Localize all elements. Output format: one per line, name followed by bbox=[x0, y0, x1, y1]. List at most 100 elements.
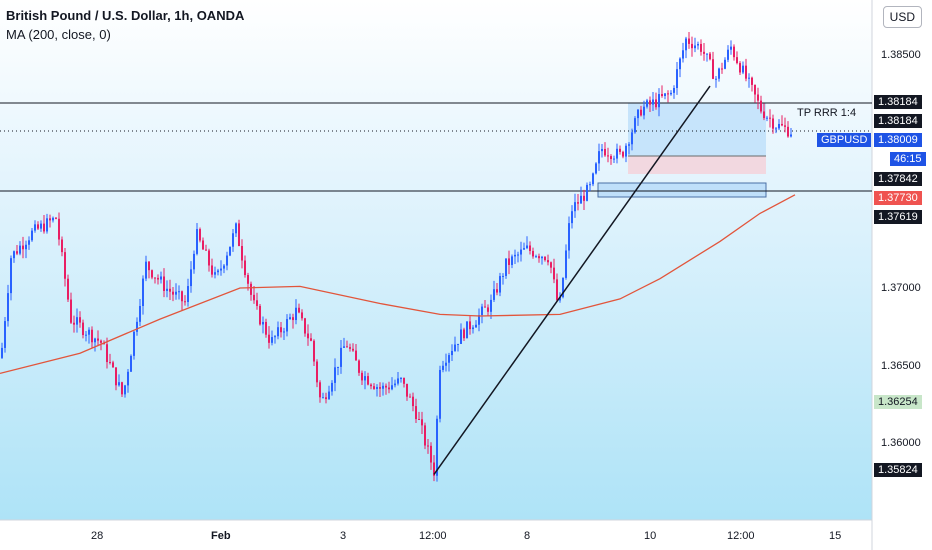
candle-body bbox=[511, 256, 513, 265]
candle-body bbox=[253, 294, 255, 301]
moving-average-line bbox=[0, 194, 796, 375]
candle-body bbox=[532, 250, 534, 257]
time-label: 8 bbox=[524, 530, 531, 542]
candle-body bbox=[472, 327, 474, 330]
candle-body bbox=[385, 385, 387, 388]
candle-body bbox=[115, 367, 117, 386]
candle-body bbox=[514, 254, 516, 257]
candle-body bbox=[193, 253, 195, 270]
candle-body bbox=[415, 406, 417, 420]
candle-body bbox=[517, 254, 519, 256]
candle-body bbox=[34, 224, 36, 231]
candle-body bbox=[715, 78, 717, 80]
candle-body bbox=[265, 321, 267, 335]
candle-body bbox=[709, 53, 711, 60]
candle-body bbox=[496, 289, 498, 293]
candle-body bbox=[544, 256, 546, 261]
candle-body bbox=[139, 306, 141, 322]
currency-button[interactable]: USD bbox=[882, 6, 922, 28]
candle-body bbox=[4, 321, 6, 348]
candle-body bbox=[217, 270, 219, 273]
candle-body bbox=[703, 51, 705, 54]
candle-body bbox=[346, 346, 348, 348]
tp-annotation[interactable]: TP RRR 1:4 bbox=[797, 107, 857, 119]
candle-body bbox=[760, 100, 762, 112]
candle-body bbox=[589, 184, 591, 186]
candle-body bbox=[325, 397, 327, 400]
candle-body bbox=[676, 69, 678, 88]
candle-body bbox=[520, 249, 522, 255]
time-label: 10 bbox=[644, 530, 657, 542]
candle-body bbox=[136, 321, 138, 332]
trend-line[interactable] bbox=[433, 85, 711, 475]
candle-body bbox=[649, 100, 651, 105]
candle-body bbox=[580, 195, 582, 204]
candle-body bbox=[721, 68, 723, 70]
candle-body bbox=[91, 329, 93, 343]
candle-body bbox=[151, 270, 153, 278]
support-price-tag: 1.37619 bbox=[874, 210, 922, 224]
candle-body bbox=[262, 321, 264, 325]
chart-title: British Pound / U.S. Dollar, 1h, OANDA bbox=[6, 8, 245, 23]
candle-body bbox=[538, 256, 540, 259]
candle-body bbox=[652, 99, 654, 105]
candle-body bbox=[382, 385, 384, 389]
candle-body bbox=[754, 84, 756, 95]
candle-body bbox=[682, 50, 684, 59]
candle-body bbox=[112, 362, 114, 368]
candle-body bbox=[28, 240, 30, 245]
candle-body bbox=[466, 321, 468, 339]
candle-body bbox=[55, 217, 57, 219]
candle-body bbox=[673, 87, 675, 93]
candle-body bbox=[232, 233, 234, 247]
candle-body bbox=[478, 315, 480, 325]
resistance-price-tag: 1.38184 bbox=[874, 95, 922, 109]
candle-body bbox=[244, 260, 246, 276]
candle-body bbox=[388, 387, 390, 390]
level-price-tag: 1.37842 bbox=[874, 172, 922, 186]
candle-body bbox=[556, 279, 558, 301]
candle-body bbox=[310, 338, 312, 341]
candle-body bbox=[439, 369, 441, 419]
candle-body bbox=[751, 77, 753, 85]
candle-body bbox=[256, 300, 258, 306]
candle-body bbox=[484, 306, 486, 308]
indicator-label[interactable]: MA (200, close, 0) bbox=[6, 27, 111, 42]
candle-body bbox=[157, 277, 159, 280]
candle-body bbox=[730, 46, 732, 50]
time-axis-panel bbox=[0, 520, 872, 550]
candle-body bbox=[178, 291, 180, 293]
candle-body bbox=[223, 265, 225, 269]
candle-body bbox=[301, 312, 303, 319]
candle-body bbox=[487, 307, 489, 312]
candle-body bbox=[37, 224, 39, 229]
candle-body bbox=[553, 267, 555, 280]
candle-body bbox=[400, 378, 402, 380]
candle-body bbox=[58, 218, 60, 240]
candle-body bbox=[304, 318, 306, 334]
candle-body bbox=[70, 299, 72, 323]
candle-body bbox=[403, 378, 405, 384]
candle-body bbox=[175, 291, 177, 295]
candle-body bbox=[775, 128, 777, 130]
candle-body bbox=[169, 288, 171, 292]
candle-body bbox=[190, 269, 192, 287]
candle-body bbox=[766, 117, 768, 119]
candle-body bbox=[442, 365, 444, 370]
candle-body bbox=[199, 229, 201, 241]
candle-body bbox=[205, 249, 207, 251]
time-label: 3 bbox=[340, 530, 347, 542]
candle-body bbox=[307, 333, 309, 339]
candle-body bbox=[547, 260, 549, 263]
candle-body bbox=[667, 93, 669, 95]
symbol-tag: GBPUSD bbox=[817, 133, 872, 147]
candle-body bbox=[706, 53, 708, 55]
candle-body bbox=[595, 163, 597, 174]
candle-body bbox=[40, 223, 42, 229]
candle-body bbox=[622, 151, 624, 157]
candle-body bbox=[73, 322, 75, 325]
candle-body bbox=[319, 382, 321, 398]
time-label: 12:00 bbox=[419, 530, 447, 542]
time-label: 12:00 bbox=[727, 530, 755, 542]
